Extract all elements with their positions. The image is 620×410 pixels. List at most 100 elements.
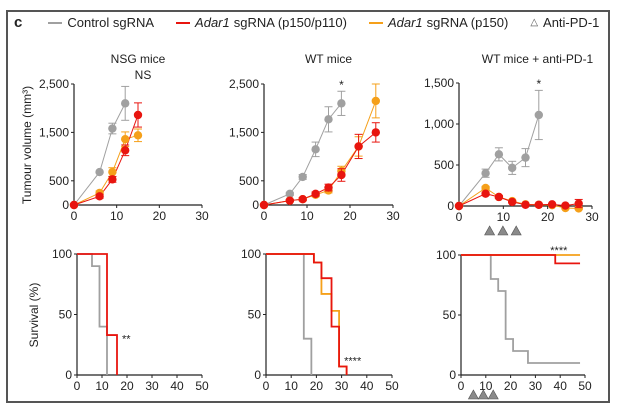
significance-label: * (339, 78, 344, 92)
data-point-p150p110 (69, 200, 79, 210)
legend-gene: Adar1 (195, 15, 230, 30)
data-point-p150p110 (494, 192, 504, 202)
legend-label: Anti-PD-1 (543, 15, 600, 30)
y-axis-title: Survival (%) (27, 283, 41, 348)
x-tick-label: 50 (195, 379, 209, 393)
data-point-p150p110 (508, 197, 517, 207)
y-axis-title: Tumour volume (mm³) (20, 86, 34, 204)
data-point-p150p110 (481, 189, 490, 198)
y-tick-label: 500 (434, 158, 454, 172)
chart-title: NSG mice (111, 52, 166, 66)
chart-title: WT mice + anti-PD-1 (482, 52, 594, 66)
data-point-p150p110 (324, 183, 333, 192)
x-tick-label: 20 (153, 209, 167, 223)
data-point-control (508, 163, 517, 173)
significance-label: **** (550, 245, 568, 257)
significance-label: NS (135, 68, 152, 82)
data-point-control (324, 115, 333, 124)
legend-gene: Adar1 (387, 15, 423, 30)
x-tick-label: 10 (110, 209, 124, 223)
anti-pd1-triangle-icon (467, 389, 479, 400)
legend-item-anti-pd1: △ Anti-PD-1 (530, 15, 599, 30)
data-point-p150 (133, 131, 143, 140)
data-point-p150p110 (521, 200, 530, 209)
legend-swatch (48, 21, 63, 24)
figure-frame (6, 10, 610, 403)
y-tick-label: 500 (49, 174, 69, 188)
survival-curve-control (461, 254, 581, 364)
data-point-control (121, 99, 130, 108)
x-tick-label: 20 (343, 209, 357, 223)
y-tick-label: 2,500 (39, 77, 69, 91)
legend: c Control sgRNA Adar1 sgRNA (p150/p110) A… (14, 14, 620, 31)
chart-3 (74, 253, 203, 378)
x-tick-label: 0 (71, 209, 78, 223)
y-tick-label: 0 (449, 368, 456, 382)
data-point-p150p110 (534, 200, 543, 209)
anti-pd1-triangle-icon (510, 225, 522, 236)
chart-5 (458, 254, 586, 400)
data-point-control (481, 169, 490, 178)
y-tick-label: 50 (59, 308, 73, 322)
chart-title: WT mice (305, 52, 352, 66)
x-tick-label: 20 (310, 379, 324, 393)
x-tick-label: 20 (120, 379, 134, 393)
x-tick-label: 10 (497, 210, 511, 224)
x-tick-label: 40 (170, 379, 184, 393)
significance-label: **** (344, 355, 362, 367)
anti-pd1-triangle-icon (497, 225, 509, 236)
survival-curve-control (77, 253, 108, 375)
significance-label: * (536, 77, 541, 91)
x-tick-label: 20 (504, 379, 518, 393)
x-tick-label: 40 (360, 379, 374, 393)
y-tick-label: 0 (252, 198, 259, 212)
data-point-control (95, 167, 104, 177)
survival-curve-p150p110 (77, 253, 118, 375)
series-line-p150p110 (458, 193, 579, 207)
survival-curve-p150 (266, 253, 348, 375)
data-point-p150p110 (371, 128, 380, 137)
legend-swatch (368, 21, 383, 24)
chart-4 (263, 253, 393, 378)
x-tick-label: 10 (95, 379, 109, 393)
y-tick-label: 50 (248, 308, 262, 322)
y-tick-label: 0 (62, 198, 69, 212)
survival-curve-p150p110 (266, 253, 348, 375)
data-point-p150p110 (454, 201, 464, 211)
chart-1 (259, 83, 394, 210)
y-tick-label: 2,500 (229, 77, 259, 91)
panel-label: c (14, 14, 23, 31)
data-point-control (298, 172, 307, 182)
data-point-p150p110 (311, 189, 320, 199)
survival-curve-control (266, 253, 313, 375)
y-tick-label: 50 (443, 308, 457, 322)
anti-pd1-triangle-icon (487, 389, 499, 400)
x-tick-label: 0 (458, 379, 465, 393)
data-point-control (494, 150, 504, 159)
legend-item-control: Control sgRNA (48, 15, 154, 30)
y-tick-label: 500 (239, 174, 259, 188)
data-point-p150p110 (95, 192, 104, 201)
data-point-control (108, 124, 117, 133)
x-tick-label: 50 (578, 379, 592, 393)
data-point-p150p110 (133, 110, 143, 120)
series-line-control (73, 103, 126, 206)
x-tick-label: 30 (585, 210, 599, 224)
data-point-p150p110 (285, 196, 294, 205)
data-point-p150p110 (298, 194, 307, 204)
legend-item-p150: Adar1 sgRNA (p150) (368, 15, 508, 30)
data-point-p150 (121, 134, 130, 144)
y-tick-label: 0 (254, 368, 261, 382)
data-point-p150p110 (259, 200, 269, 210)
y-tick-label: 1,500 (424, 76, 454, 90)
x-tick-label: 10 (285, 379, 299, 393)
anti-pd1-triangle-icon (477, 389, 489, 400)
data-point-p150 (371, 96, 380, 106)
x-tick-label: 10 (479, 379, 493, 393)
x-tick-label: 30 (335, 379, 349, 393)
series-line-p150 (73, 134, 139, 206)
data-point-p150p110 (547, 200, 557, 209)
data-point-p150 (108, 167, 117, 177)
